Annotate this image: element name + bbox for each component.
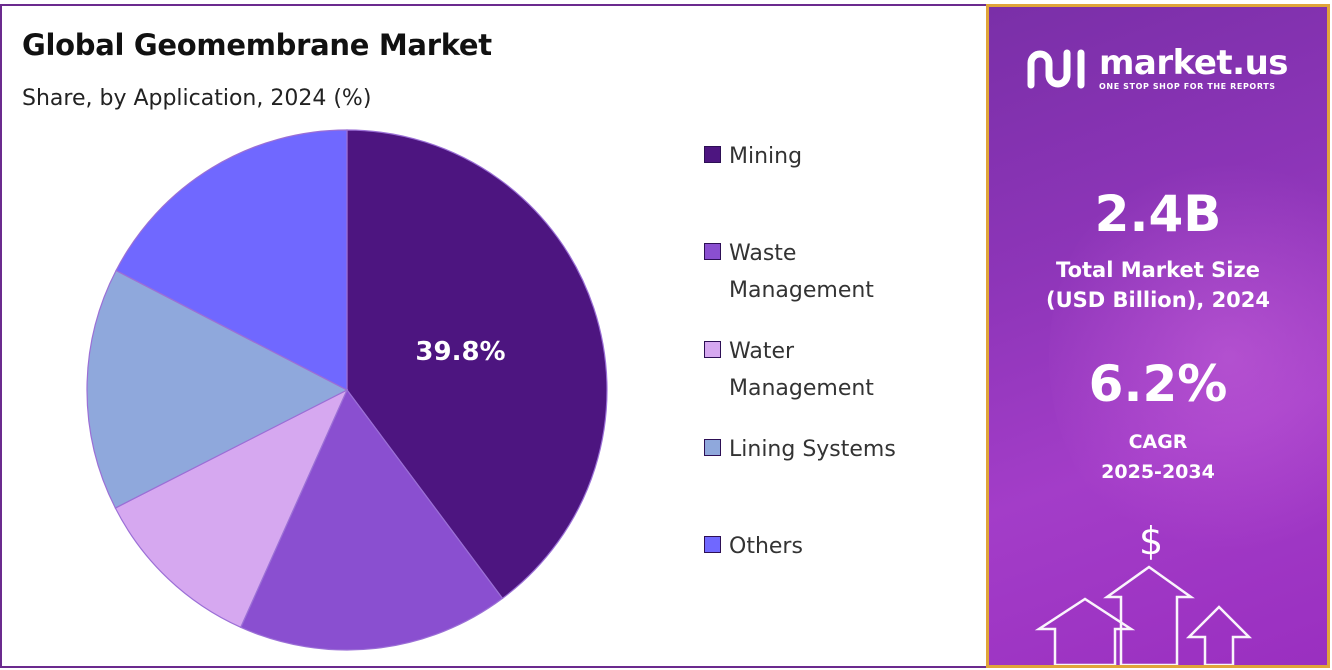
summary-panel: $ market.us ONE STOP SHOP FOR THE REPORT… xyxy=(986,4,1330,668)
market-size-label: Total Market Size xyxy=(1056,258,1260,282)
pie-chart: 39.8% xyxy=(86,129,608,651)
pie-slice-lining-systems xyxy=(86,269,349,509)
legend-swatch-lining-systems xyxy=(704,439,721,456)
market-size-value: 2.4B xyxy=(1094,185,1222,243)
cagr-period-label: 2025-2034 xyxy=(1101,461,1215,483)
legend-label-mining: Mining xyxy=(729,144,803,169)
growth-arrows-icon xyxy=(1034,565,1253,665)
chart-panel: Global Geomembrane Market Share, by Appl… xyxy=(0,4,986,668)
legend-swatch-water-management xyxy=(704,341,721,358)
legend-item-mining: Mining xyxy=(704,139,974,175)
pie-slice-waste-management xyxy=(239,388,504,651)
brand-name: market.us xyxy=(1099,42,1289,83)
legend-label-lining-systems: Lining Systems xyxy=(729,437,896,462)
cagr-value: 6.2% xyxy=(1088,355,1228,413)
chart-subtitle: Share, by Application, 2024 (%) xyxy=(22,86,372,111)
legend-item-others: Others xyxy=(704,529,974,565)
pie-slice-mining xyxy=(346,129,608,600)
legend-item-lining-systems: Lining Systems xyxy=(704,432,974,468)
background-glow xyxy=(1049,147,1327,567)
market-size-unit-label: (USD Billion), 2024 xyxy=(1045,288,1271,312)
legend-label-waste-management: Waste Management xyxy=(729,241,874,303)
dollar-icon: $ xyxy=(1139,519,1164,563)
legend-swatch-others xyxy=(704,536,721,553)
chart-title: Global Geomembrane Market xyxy=(22,28,492,62)
legend-label-water-management: Water Management xyxy=(729,339,874,401)
pie-slice-water-management xyxy=(114,388,349,629)
legend-swatch-mining xyxy=(704,146,721,163)
data-label-mining: 39.8% xyxy=(415,337,505,367)
market-us-logo-icon xyxy=(1027,49,1085,89)
pie-slice-others xyxy=(115,129,348,391)
legend-item-waste-management: Waste Management xyxy=(704,236,974,309)
legend-item-water-management: Water Management xyxy=(704,334,974,407)
brand-tagline: ONE STOP SHOP FOR THE REPORTS xyxy=(1099,81,1276,91)
brand-logo: market.us ONE STOP SHOP FOR THE REPORTS xyxy=(1025,42,1289,91)
legend-label-others: Others xyxy=(729,534,803,559)
cagr-label: CAGR xyxy=(1128,431,1188,453)
legend-swatch-waste-management xyxy=(704,243,721,260)
